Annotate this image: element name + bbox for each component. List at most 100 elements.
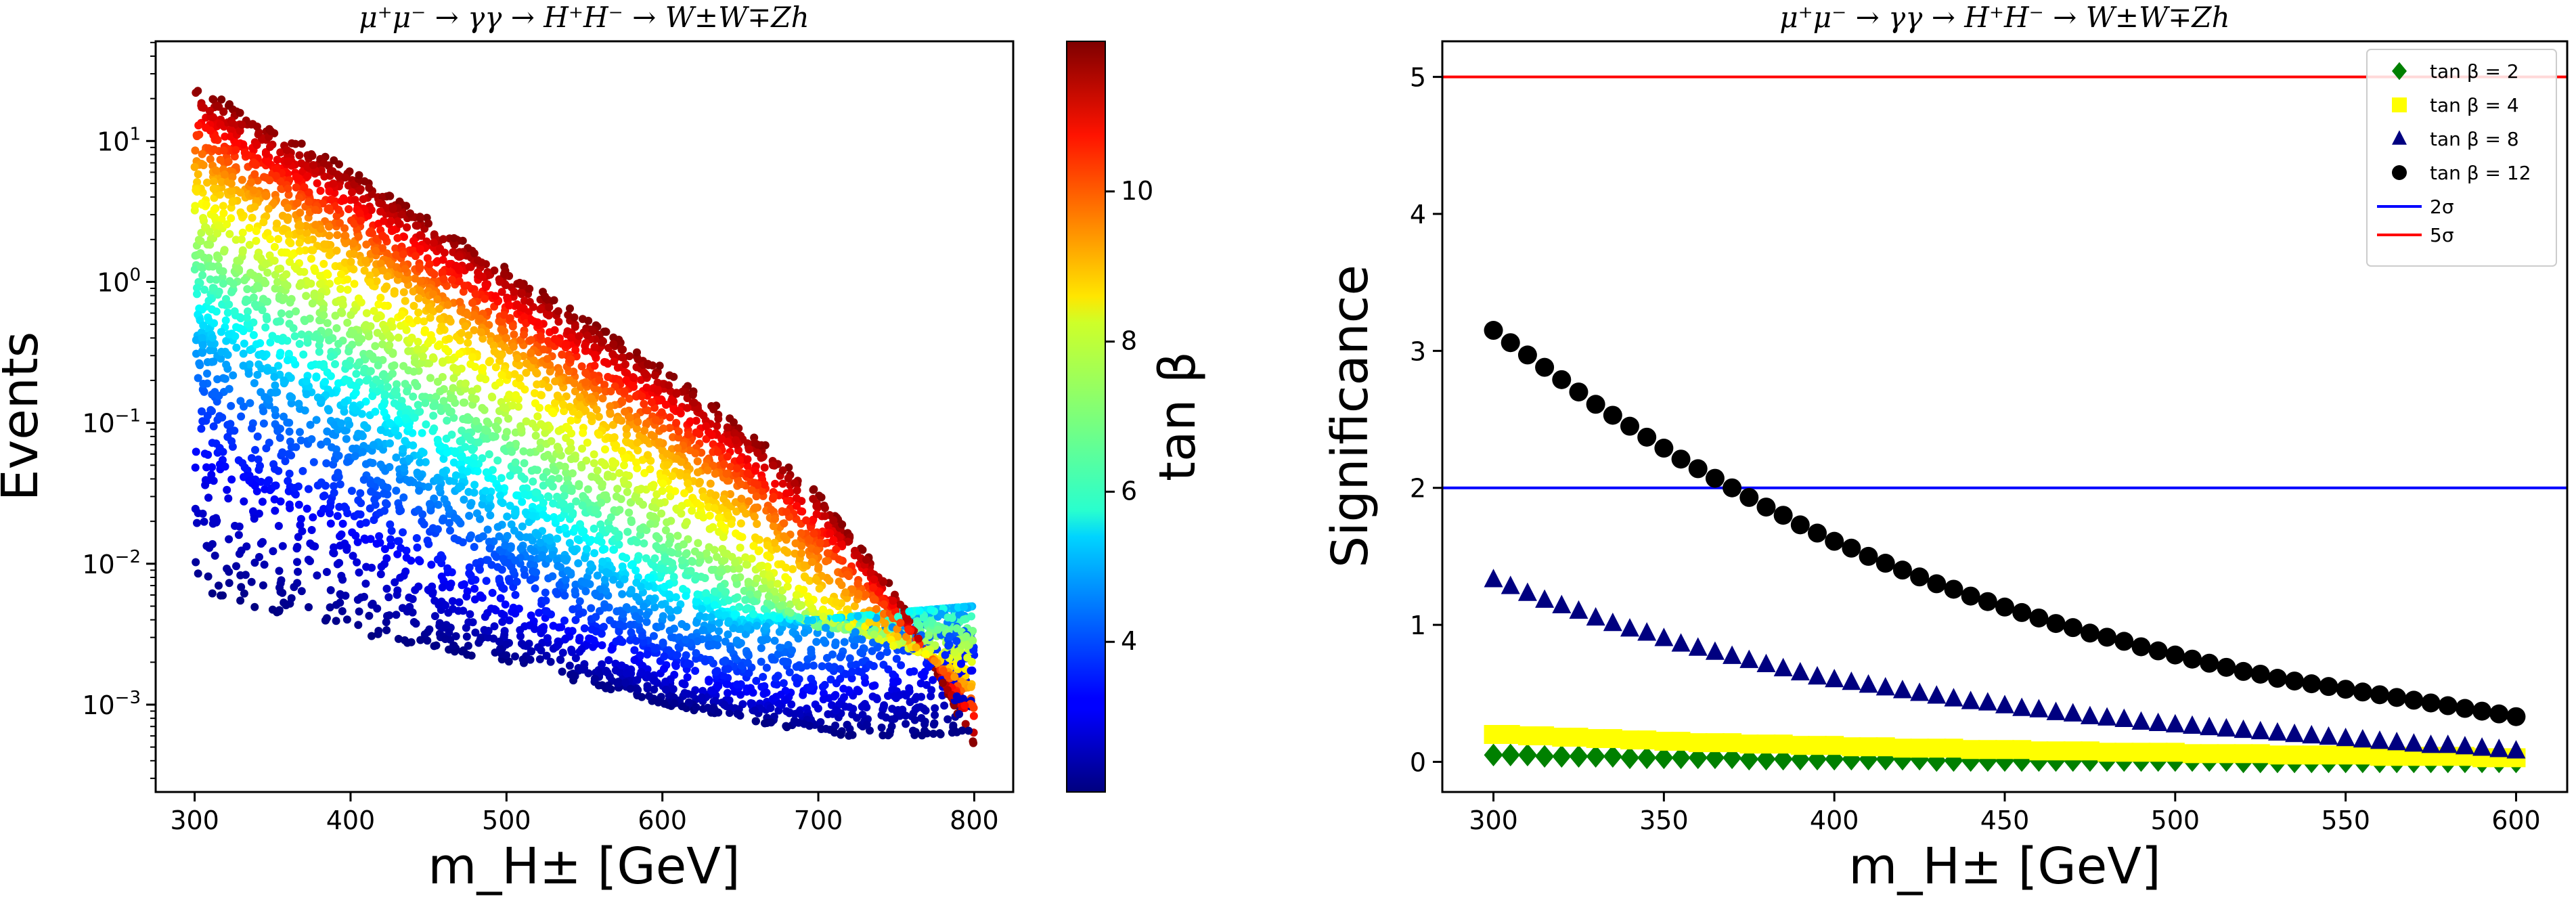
scatter-point bbox=[377, 563, 386, 571]
scatter-point bbox=[263, 297, 271, 306]
scatter-point bbox=[862, 555, 870, 564]
scatter-point bbox=[478, 403, 487, 412]
scatter-point bbox=[555, 581, 564, 589]
scatter-point bbox=[731, 558, 740, 567]
scatter-point bbox=[411, 252, 420, 261]
scatter-point bbox=[445, 267, 453, 276]
scatter-point bbox=[818, 662, 826, 671]
scatter-point bbox=[198, 417, 207, 426]
scatter-point bbox=[209, 477, 218, 485]
scatter-point bbox=[276, 148, 285, 157]
scatter-point bbox=[665, 539, 673, 548]
scatter-point bbox=[820, 504, 829, 512]
scatter-point bbox=[423, 536, 432, 545]
scatter-point bbox=[226, 132, 235, 141]
scatter-point bbox=[737, 494, 746, 503]
scatter-point bbox=[609, 433, 618, 442]
scatter-point bbox=[302, 292, 311, 301]
scatter-point bbox=[736, 519, 745, 528]
scatter-point bbox=[931, 704, 939, 713]
scatter-point bbox=[800, 572, 809, 581]
scatter-point bbox=[596, 669, 604, 678]
scatter-point bbox=[468, 387, 476, 396]
scatter-point bbox=[636, 531, 644, 539]
scatter-point bbox=[259, 581, 267, 590]
scatter-point bbox=[744, 577, 753, 586]
scatter-point bbox=[413, 316, 422, 325]
scatter-point bbox=[770, 538, 779, 547]
scatter-point bbox=[192, 558, 200, 567]
scatter-point bbox=[478, 594, 487, 602]
scatter-point bbox=[193, 519, 201, 527]
scatter-point bbox=[463, 467, 472, 476]
scatter-point bbox=[613, 607, 621, 616]
scatter-point bbox=[455, 598, 464, 607]
scatter-point bbox=[221, 462, 229, 471]
scatter-point bbox=[326, 502, 335, 510]
scatter-point bbox=[485, 537, 493, 546]
scatter-point bbox=[261, 323, 270, 332]
scatter-point bbox=[853, 579, 862, 588]
scatter-point bbox=[273, 278, 282, 286]
scatter-point bbox=[581, 579, 590, 588]
scatter-point bbox=[222, 360, 231, 369]
scatter-point bbox=[433, 378, 442, 386]
scatter-point bbox=[856, 648, 865, 657]
scatter-point bbox=[248, 424, 256, 433]
scatter-point bbox=[627, 586, 636, 594]
scatter-point bbox=[633, 424, 641, 433]
scatter-point bbox=[711, 697, 719, 705]
scatter-point bbox=[276, 497, 285, 506]
scatter-point bbox=[902, 632, 910, 641]
scatter-point bbox=[283, 282, 292, 290]
scatter-point bbox=[263, 229, 272, 238]
scatter-point bbox=[472, 509, 481, 518]
scatter-point bbox=[609, 460, 618, 468]
scatter-point bbox=[711, 667, 720, 676]
scatter-point bbox=[505, 391, 514, 399]
scatter-point bbox=[403, 387, 412, 396]
scatter-point bbox=[223, 220, 231, 229]
scatter-point bbox=[407, 333, 416, 342]
scatter-point bbox=[741, 553, 750, 562]
scatter-point bbox=[814, 563, 823, 571]
scatter-point bbox=[883, 648, 891, 657]
scatter-point bbox=[659, 479, 667, 488]
scatter-point bbox=[551, 399, 559, 408]
scatter-point bbox=[190, 265, 199, 273]
scatter-point bbox=[263, 268, 272, 277]
scatter-point bbox=[361, 535, 370, 544]
scatter-point bbox=[198, 271, 207, 280]
scatter-point bbox=[572, 497, 581, 506]
scatter-point bbox=[674, 433, 683, 442]
scatter-point bbox=[678, 556, 686, 565]
scatter-point bbox=[236, 596, 245, 605]
scatter-point bbox=[404, 347, 413, 355]
scatter-point bbox=[380, 408, 388, 417]
scatter-point bbox=[278, 542, 287, 550]
scatter-point bbox=[653, 378, 662, 387]
scatter-point bbox=[500, 484, 509, 493]
scatter-point bbox=[579, 491, 587, 500]
scatter-point bbox=[372, 234, 381, 243]
scatter-point bbox=[194, 569, 202, 578]
scatter-point bbox=[479, 494, 488, 502]
scatter-point bbox=[609, 575, 617, 584]
scatter-point bbox=[812, 575, 820, 584]
scatter-point bbox=[342, 615, 351, 624]
scatter-point bbox=[693, 590, 702, 599]
scatter-point bbox=[571, 387, 579, 396]
scatter-point bbox=[705, 555, 713, 564]
scatter-point bbox=[642, 436, 650, 445]
scatter-point bbox=[525, 284, 534, 293]
scatter-point bbox=[197, 229, 206, 237]
scatter-point bbox=[626, 684, 635, 693]
scatter-point bbox=[539, 422, 548, 431]
scatter-point bbox=[611, 659, 620, 668]
scatter-point bbox=[403, 223, 412, 232]
scatter-point bbox=[334, 276, 342, 285]
scatter-point bbox=[516, 381, 525, 390]
scatter-point bbox=[283, 215, 292, 223]
scatter-point bbox=[625, 508, 634, 517]
scatter-point bbox=[735, 565, 743, 573]
